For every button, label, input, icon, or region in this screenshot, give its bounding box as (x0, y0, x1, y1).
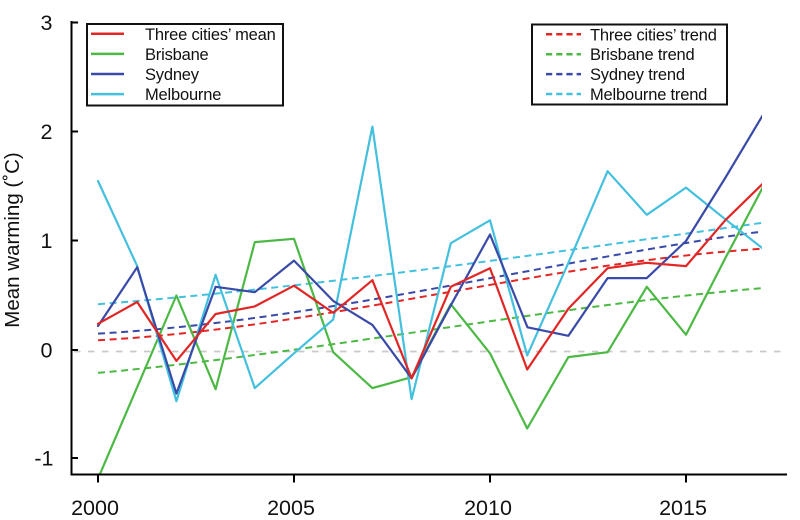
svg-text:-1: -1 (34, 447, 53, 471)
svg-text:2010: 2010 (464, 496, 512, 520)
svg-text:2005: 2005 (267, 496, 315, 520)
svg-text:Sydney: Sydney (145, 66, 200, 84)
svg-text:2015: 2015 (659, 496, 707, 520)
svg-text:Brisbane: Brisbane (145, 46, 209, 64)
svg-text:1: 1 (41, 229, 53, 253)
svg-text:Three cities’ trend: Three cities’ trend (590, 26, 717, 44)
svg-text:Melbourne trend: Melbourne trend (590, 86, 707, 104)
svg-text:Brisbane trend: Brisbane trend (590, 46, 695, 64)
svg-text:Sydney trend: Sydney trend (590, 66, 685, 84)
svg-text:Mean warming (˚C): Mean warming (˚C) (1, 152, 24, 327)
svg-text:3: 3 (41, 11, 53, 35)
svg-text:0: 0 (41, 339, 53, 363)
svg-text:2000: 2000 (71, 496, 119, 520)
svg-text:2: 2 (41, 120, 53, 144)
svg-text:Melbourne: Melbourne (145, 86, 221, 104)
svg-text:Three cities’ mean: Three cities’ mean (145, 26, 276, 44)
